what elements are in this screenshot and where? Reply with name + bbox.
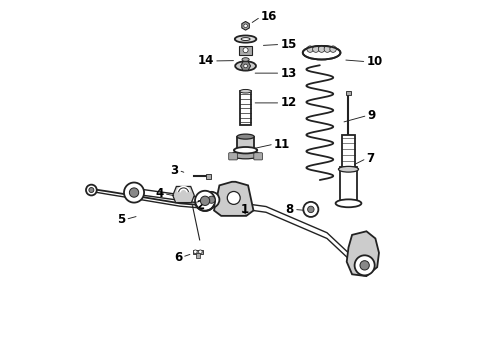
Ellipse shape xyxy=(306,46,313,52)
Ellipse shape xyxy=(338,166,358,172)
Polygon shape xyxy=(346,231,378,276)
Text: 2: 2 xyxy=(196,199,204,212)
Ellipse shape xyxy=(241,38,249,41)
Circle shape xyxy=(203,192,219,208)
Circle shape xyxy=(193,250,197,253)
Ellipse shape xyxy=(239,89,251,93)
FancyBboxPatch shape xyxy=(253,153,262,160)
Bar xyxy=(192,249,203,254)
Ellipse shape xyxy=(242,58,249,61)
Circle shape xyxy=(244,64,247,68)
Polygon shape xyxy=(214,182,253,216)
Bar xyxy=(341,135,354,169)
Text: 7: 7 xyxy=(366,152,374,165)
Text: 1: 1 xyxy=(240,203,248,216)
Text: 5: 5 xyxy=(117,213,125,226)
Circle shape xyxy=(195,191,215,211)
Circle shape xyxy=(243,48,247,53)
Text: 13: 13 xyxy=(280,67,296,80)
Circle shape xyxy=(227,192,240,204)
Ellipse shape xyxy=(335,199,361,207)
Circle shape xyxy=(307,206,313,213)
Text: 6: 6 xyxy=(174,251,182,264)
Bar xyxy=(239,46,251,55)
Circle shape xyxy=(129,188,139,197)
Bar xyxy=(239,91,251,125)
Ellipse shape xyxy=(318,46,324,52)
Text: 10: 10 xyxy=(366,55,382,68)
Bar xyxy=(196,253,199,258)
Ellipse shape xyxy=(312,46,319,52)
Ellipse shape xyxy=(324,46,330,52)
Circle shape xyxy=(207,196,215,203)
Bar xyxy=(345,91,351,95)
Ellipse shape xyxy=(235,61,255,71)
Circle shape xyxy=(200,196,209,206)
Bar xyxy=(339,167,357,202)
Circle shape xyxy=(89,188,94,193)
Circle shape xyxy=(124,183,144,203)
Circle shape xyxy=(359,261,368,270)
Text: 12: 12 xyxy=(280,96,296,109)
Circle shape xyxy=(198,250,202,253)
Ellipse shape xyxy=(233,147,257,153)
Text: 16: 16 xyxy=(260,10,276,23)
Text: 14: 14 xyxy=(197,54,214,67)
FancyBboxPatch shape xyxy=(228,153,237,160)
Text: 8: 8 xyxy=(285,203,293,216)
Circle shape xyxy=(244,24,247,28)
Ellipse shape xyxy=(329,46,336,52)
Text: 9: 9 xyxy=(367,109,375,122)
Bar xyxy=(237,136,254,150)
Circle shape xyxy=(354,255,374,275)
Polygon shape xyxy=(242,22,249,30)
Ellipse shape xyxy=(302,46,340,59)
Polygon shape xyxy=(240,62,250,70)
Bar xyxy=(205,174,210,179)
Text: 4: 4 xyxy=(155,187,163,200)
Ellipse shape xyxy=(234,36,256,42)
Circle shape xyxy=(303,202,318,217)
Ellipse shape xyxy=(231,151,260,159)
Text: 15: 15 xyxy=(280,38,296,51)
Circle shape xyxy=(86,185,97,195)
Ellipse shape xyxy=(237,134,254,139)
Text: 11: 11 xyxy=(273,138,289,150)
Text: 3: 3 xyxy=(170,164,178,177)
Polygon shape xyxy=(172,186,194,203)
